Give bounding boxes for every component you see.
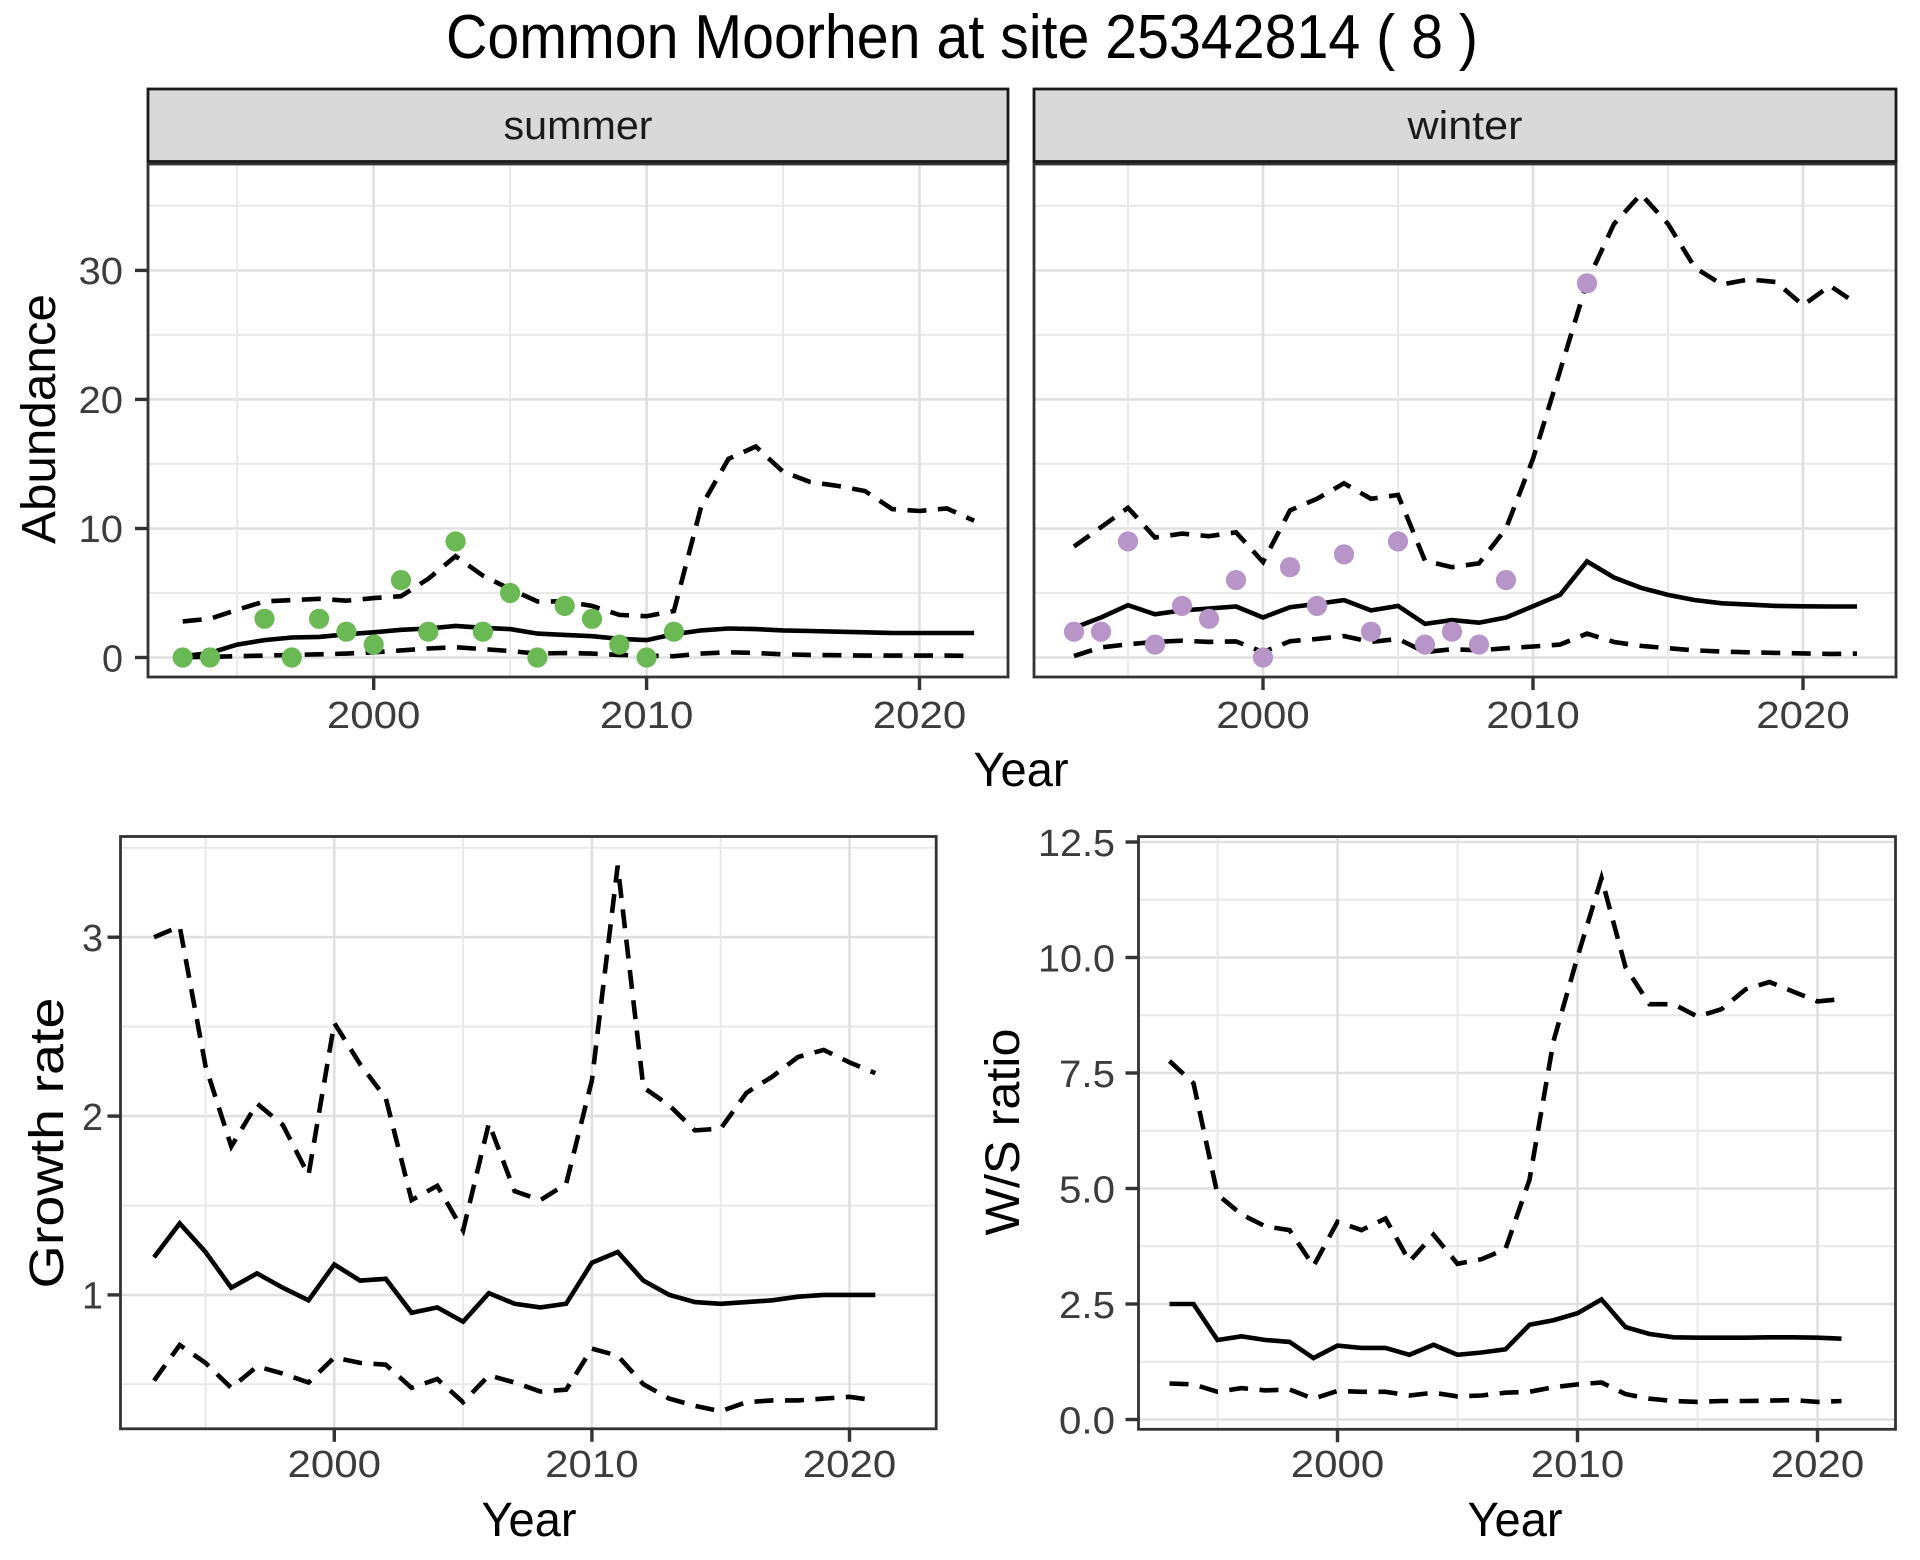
svg-text:Abundance: Abundance: [13, 294, 66, 544]
svg-text:2.5: 2.5: [1059, 1285, 1115, 1327]
svg-text:2000: 2000: [1216, 695, 1310, 737]
svg-text:2010: 2010: [600, 695, 694, 737]
svg-text:2000: 2000: [288, 1444, 382, 1486]
svg-text:20: 20: [79, 380, 124, 422]
svg-text:2010: 2010: [1531, 1444, 1625, 1486]
svg-text:2: 2: [82, 1097, 103, 1139]
svg-text:7.5: 7.5: [1059, 1054, 1115, 1096]
svg-text:2010: 2010: [545, 1444, 639, 1486]
svg-text:2000: 2000: [1291, 1444, 1385, 1486]
svg-text:Year: Year: [974, 744, 1069, 797]
svg-text:W/S ratio: W/S ratio: [977, 1029, 1030, 1236]
svg-text:summer: summer: [504, 104, 653, 148]
svg-text:Growth rate: Growth rate: [21, 998, 74, 1289]
svg-text:3: 3: [82, 918, 103, 960]
svg-text:2020: 2020: [1756, 695, 1850, 737]
svg-text:2020: 2020: [1771, 1444, 1865, 1486]
svg-text:0.0: 0.0: [1059, 1400, 1115, 1442]
svg-text:2010: 2010: [1486, 695, 1580, 737]
svg-text:10: 10: [79, 509, 124, 551]
svg-text:2000: 2000: [327, 695, 421, 737]
svg-text:5.0: 5.0: [1059, 1169, 1115, 1211]
svg-text:30: 30: [79, 251, 124, 293]
svg-text:10.0: 10.0: [1038, 938, 1115, 980]
svg-text:1: 1: [82, 1276, 103, 1318]
svg-text:Common Moorhen at site 2534281: Common Moorhen at site 25342814 ( 8 ): [446, 3, 1478, 72]
svg-text:2020: 2020: [873, 695, 967, 737]
svg-text:12.5: 12.5: [1038, 823, 1115, 865]
svg-text:winter: winter: [1406, 104, 1522, 148]
svg-text:Year: Year: [482, 1494, 577, 1547]
svg-text:Year: Year: [1468, 1494, 1563, 1547]
svg-text:0: 0: [102, 638, 123, 680]
svg-text:2020: 2020: [803, 1444, 897, 1486]
